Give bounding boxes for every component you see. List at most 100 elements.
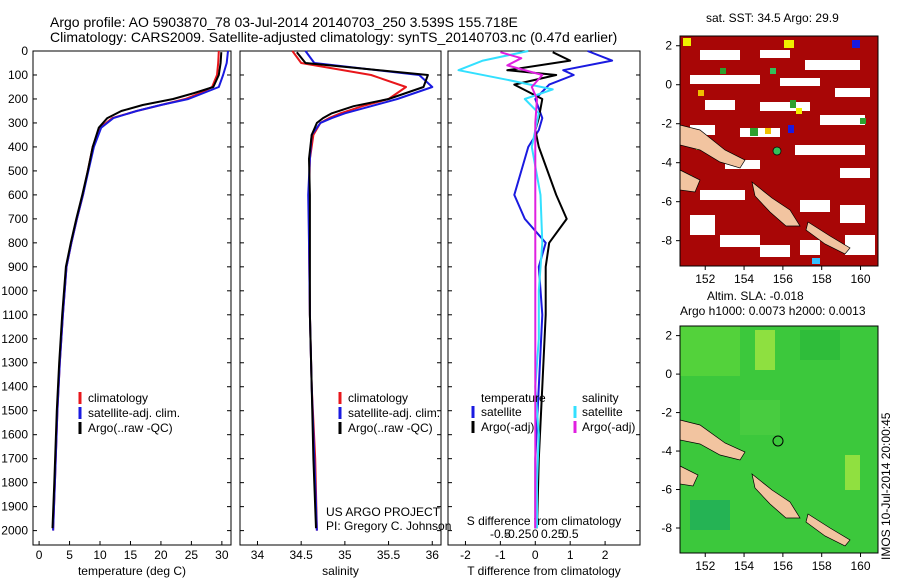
legend-label: satellite-adj. clim. <box>88 406 180 420</box>
temperature-profile-panel: 0 5 10 15 20 25 30 temperature (deg C) <box>32 50 232 578</box>
map-lat-tick-label: 2 <box>665 39 672 53</box>
depth-tick-label: 800 <box>8 236 28 250</box>
sla-map-frame <box>679 325 879 554</box>
depth-tick-label: 700 <box>8 212 28 226</box>
sal-x-tick-label: 35 <box>338 548 352 562</box>
diff-x-tick-label: -1 <box>495 548 506 562</box>
temp-x-tick-label: 10 <box>93 548 107 562</box>
diff-top-tick-label: -0.25 <box>504 527 532 541</box>
sst-map <box>679 35 879 267</box>
salinity-profile-panel: 34 34.5 35 35.5 36 salinity <box>239 50 442 578</box>
map-lon-tick-label: 156 <box>773 559 793 573</box>
legend-label: satellite-adj. clim. <box>348 406 440 420</box>
sla-map-argo-marker <box>772 435 784 447</box>
depth-tick-label: 1600 <box>1 428 28 442</box>
diff-top-tick-label: 0.5 <box>562 527 579 541</box>
sal-plot-frame <box>239 50 442 546</box>
sst-map-argo-marker <box>772 146 782 156</box>
map-lat-tick-label: -8 <box>661 521 672 535</box>
sst-map-axis: 152 154 156 158 160 2 0 -2 -4 -6 -8 <box>661 39 871 286</box>
diff-x-tick-label: 1 <box>567 548 574 562</box>
legend-diff-temp-sat: satellite <box>481 405 522 419</box>
difference-legend: temperature salinity satellite Argo(-adj… <box>471 391 635 434</box>
diff-series-salinity-argo-adj <box>500 51 544 529</box>
map-lat-tick-label: -6 <box>661 483 672 497</box>
map-lon-tick-label: 154 <box>734 559 754 573</box>
map-lon-tick-label: 160 <box>851 272 871 286</box>
sal-x-tick-label: 36 <box>426 548 440 562</box>
temp-plot-frame <box>32 50 232 546</box>
diff-top-tick-label: 0.25 <box>541 527 565 541</box>
sst-map-land <box>679 124 851 255</box>
sla-map-title-line2: Argo h1000: 0.0073 h2000: 0.0013 <box>680 304 866 318</box>
depth-tick-label: 1400 <box>1 380 28 394</box>
map-lat-tick-label: 0 <box>665 78 672 92</box>
diff-plot-frame <box>447 50 641 546</box>
map-lat-tick-label: -2 <box>661 117 672 131</box>
map-lon-tick-label: 152 <box>695 559 715 573</box>
depth-tick-label: 1500 <box>1 404 28 418</box>
depth-tick-label: 100 <box>8 68 28 82</box>
temp-x-tick-label: 20 <box>154 548 168 562</box>
sst-map-title: sat. SST: 34.5 Argo: 29.9 <box>706 11 839 25</box>
map-lon-tick-label: 152 <box>695 272 715 286</box>
map-lon-tick-label: 156 <box>773 272 793 286</box>
sal-series-argo-raw-qc <box>296 51 429 529</box>
map-lat-tick-label: 2 <box>665 329 672 343</box>
temp-x-tick-label: 25 <box>185 548 199 562</box>
map-lon-tick-label: 158 <box>812 559 832 573</box>
diff-top-axis-label: S difference from climatology <box>467 514 622 528</box>
depth-tick-label: 1300 <box>1 356 28 370</box>
sal-x-tick-label: 34 <box>251 548 265 562</box>
figure-title-line2: Climatology: CARS2009. Satellite-adjuste… <box>50 29 617 45</box>
temp-x-tick-label: 30 <box>215 548 229 562</box>
sla-map-anomaly-patches <box>680 326 860 530</box>
depth-tick-label: 200 <box>8 92 28 106</box>
depth-tick-label: 600 <box>8 188 28 202</box>
sla-map <box>679 325 879 554</box>
legend-diff-sal-argo: Argo(-adj) <box>582 420 635 434</box>
depth-tick-label: 1100 <box>2 308 28 322</box>
depth-tick-label: 500 <box>8 164 28 178</box>
temp-series-argo-raw-qc <box>51 52 223 529</box>
sst-map-missing-data <box>690 50 875 257</box>
diff-series-salinity-satellite <box>457 50 554 529</box>
temp-x-tick-label: 0 <box>36 548 43 562</box>
sla-map-title-line1: Altim. SLA: -0.018 <box>707 289 804 303</box>
depth-tick-label: 0 <box>21 44 28 58</box>
sal-x-tick-label: 34.5 <box>289 548 313 562</box>
map-lat-tick-label: -4 <box>661 156 672 170</box>
diff-x-tick-label: -2 <box>460 548 471 562</box>
diff-x-tick-label: 2 <box>602 548 609 562</box>
diff-x-tick-label: 0 <box>532 548 539 562</box>
difference-profile-panel: -2 -1 0 1 2 T difference from climatology -0.5… <box>447 50 641 578</box>
depth-tick-label: 400 <box>8 140 28 154</box>
sla-map-axis: 152 154 156 158 160 2 0 -2 -4 -6 -8 <box>661 329 871 573</box>
map-lat-tick-label: 0 <box>665 367 672 381</box>
depth-tick-label: 1800 <box>1 476 28 490</box>
temp-x-tick-label: 15 <box>124 548 138 562</box>
legend-label: climatology <box>348 391 408 405</box>
depth-tick-label: 1700 <box>1 452 28 466</box>
sst-map-frame <box>679 35 879 267</box>
map-lat-tick-label: -6 <box>661 195 672 209</box>
depth-tick-label: 1200 <box>1 332 28 346</box>
depth-axis-labels: 0 100 200 300 400 500 600 700 800 900 1000 1100 1200… <box>1 44 28 538</box>
imos-timestamp: IMOS 10-Jul-2014 20:00:45 <box>879 412 893 560</box>
map-lon-tick-label: 160 <box>851 559 871 573</box>
sal-x-axis-label: salinity <box>322 564 359 578</box>
depth-tick-label: 1900 <box>1 500 28 514</box>
map-lon-tick-label: 158 <box>812 272 832 286</box>
diff-x-axis-label: T difference from climatology <box>467 564 621 578</box>
project-credit-line1: US ARGO PROJECT <box>326 505 441 519</box>
legend-diff-temp-argo: Argo(-adj) <box>481 420 534 434</box>
temp-x-axis-label: temperature (deg C) <box>78 564 186 578</box>
figure-title-line1: Argo profile: AO 5903870_78 03-Jul-2014 … <box>50 14 518 30</box>
temp-x-tick-label: 5 <box>66 548 73 562</box>
depth-tick-label: 2000 <box>1 524 28 538</box>
map-lat-tick-label: -2 <box>661 406 672 420</box>
diff-series-temperature-satellite <box>513 50 614 529</box>
